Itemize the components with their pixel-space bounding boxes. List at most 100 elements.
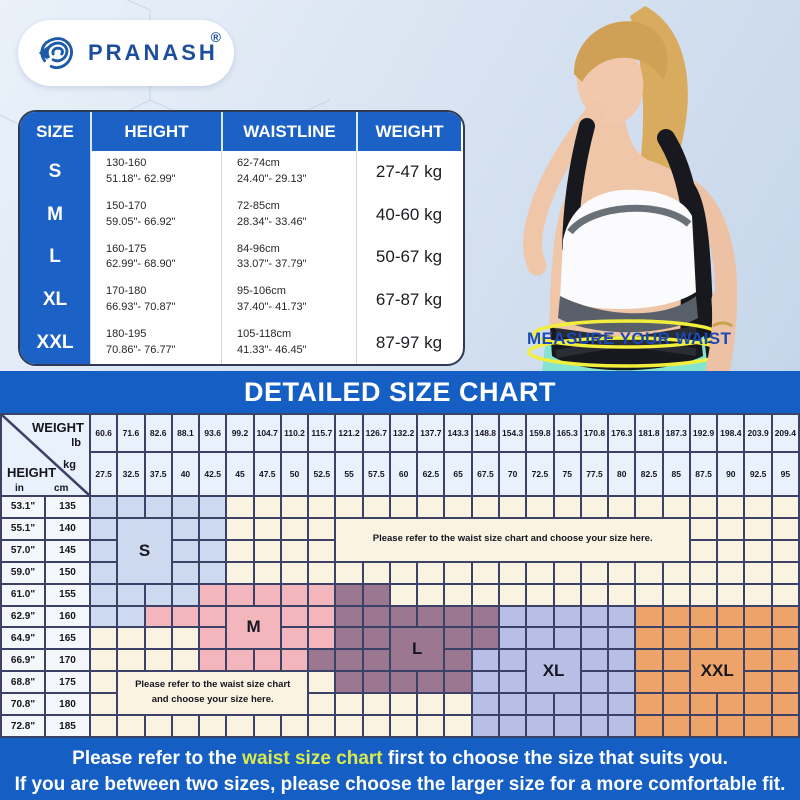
grid-cell — [581, 672, 608, 693]
grid-cell — [227, 540, 253, 561]
grid-cell — [254, 562, 280, 583]
grid-cell — [281, 518, 308, 539]
height-cm-cell: 165 — [46, 628, 89, 649]
grid-cell — [527, 694, 553, 715]
grid-cell — [472, 628, 499, 649]
weight-lb-cell: 60.6 — [91, 415, 117, 451]
weight-cell: 27-47 kg — [356, 151, 461, 194]
grid-cell — [281, 497, 308, 517]
grid-cell — [172, 540, 199, 561]
grid-cell — [745, 628, 771, 649]
weight-kg-cell: 45 — [227, 453, 253, 495]
height-cm-cell: 185 — [46, 716, 89, 736]
footer-text: first to choose the size that suits you. — [382, 748, 728, 769]
grid-cell — [118, 628, 144, 649]
size-cell: XL — [20, 278, 90, 322]
height-cell: 130-160 51.18"- 62.99" — [90, 151, 221, 194]
weight-kg-cell: 95 — [772, 453, 798, 495]
grid-cell — [636, 606, 662, 627]
weight-cell: 40-60 kg — [356, 193, 461, 237]
grid-cell — [718, 518, 744, 539]
grid-cell — [254, 540, 280, 561]
size-region-label-xl: XL — [527, 650, 580, 693]
grid-cell — [690, 628, 717, 649]
weight-lb-cell: 99.2 — [227, 415, 253, 451]
grid-cell — [690, 694, 717, 715]
grid-cell — [718, 606, 744, 627]
grid-cell — [227, 497, 253, 517]
detailed-size-grid: WEIGHT lb kg HEIGHT in cm 60.6 71.6 82.6 88… — [0, 413, 800, 738]
grid-cell — [445, 584, 471, 605]
grid-cell — [636, 497, 662, 517]
grid-cell — [690, 716, 717, 736]
height-cell: 150-170 59.05"- 66.92" — [90, 193, 221, 237]
height-cm-cell: 140 — [46, 518, 89, 539]
grid-cell — [527, 497, 553, 517]
weight-kg-cell: 47.5 — [254, 453, 280, 495]
weight-lb-cell: 93.6 — [200, 415, 226, 451]
weight-lb-cell: 126.7 — [363, 415, 389, 451]
footer-highlight: waist size chart — [242, 748, 383, 769]
grid-cell — [200, 606, 226, 627]
weight-lb-cell: 176.3 — [609, 415, 635, 451]
grid-cell — [390, 606, 417, 627]
grid-cell — [500, 628, 526, 649]
height-cm-cell: 160 — [46, 606, 89, 627]
size-cell: M — [20, 193, 90, 237]
grid-cell — [363, 650, 389, 671]
brand-logo: PRANASH ® — [18, 20, 234, 86]
grid-cell — [472, 716, 499, 736]
grid-cell — [281, 628, 308, 649]
grid-cell — [309, 606, 335, 627]
grid-cell — [636, 672, 662, 693]
weight-lb-cell: 115.7 — [309, 415, 335, 451]
size-table: SIZE HEIGHT WAISTLINE WEIGHT S 130-160 51.18"-… — [18, 110, 465, 366]
grid-cell — [690, 497, 717, 517]
grid-cell — [390, 562, 417, 583]
height-cm-cell: 155 — [46, 584, 89, 605]
grid-cell — [118, 716, 144, 736]
grid-cell — [309, 497, 335, 517]
grid-cell — [718, 540, 744, 561]
grid-cell — [118, 584, 144, 605]
grid-cell — [554, 628, 580, 649]
grid-cell — [445, 497, 471, 517]
grid-cell — [745, 694, 771, 715]
grid-cell — [718, 694, 744, 715]
grid-cell — [663, 497, 689, 517]
grid-cell — [363, 606, 389, 627]
weight-kg-cell: 27.5 — [91, 453, 117, 495]
grid-cell — [363, 672, 389, 693]
grid-cell — [745, 650, 771, 671]
grid-cell — [200, 562, 226, 583]
grid-cell — [609, 672, 635, 693]
weight-lb-cell: 181.8 — [636, 415, 662, 451]
weight-lb-cell: 170.8 — [581, 415, 608, 451]
grid-cell — [500, 716, 526, 736]
weight-cell: 67-87 kg — [356, 278, 461, 322]
grid-cell — [336, 606, 362, 627]
grid-cell — [663, 628, 689, 649]
grid-cell — [445, 562, 471, 583]
grid-cell — [609, 562, 635, 583]
grid-cell — [418, 672, 444, 693]
grid-cell — [690, 540, 717, 561]
grid-cell — [145, 497, 171, 517]
weight-lb-cell: 88.1 — [172, 415, 199, 451]
weight-kg-cell: 42.5 — [200, 453, 226, 495]
grid-cell — [500, 606, 526, 627]
grid-cell — [363, 562, 389, 583]
weight-lb-cell: 159.8 — [527, 415, 553, 451]
weight-kg-cell: 50 — [281, 453, 308, 495]
grid-cell — [554, 694, 580, 715]
weight-kg-cell: 60 — [390, 453, 417, 495]
grid-cell — [254, 716, 280, 736]
weight-kg-cell: 57.5 — [363, 453, 389, 495]
grid-cell — [745, 672, 771, 693]
weight-lb-cell: 209.4 — [772, 415, 798, 451]
height-cell: 180-195 70.86"- 76.77" — [90, 321, 221, 364]
grid-cell — [418, 694, 444, 715]
grid-cell — [363, 694, 389, 715]
grid-cell — [200, 518, 226, 539]
grid-cell — [172, 716, 199, 736]
